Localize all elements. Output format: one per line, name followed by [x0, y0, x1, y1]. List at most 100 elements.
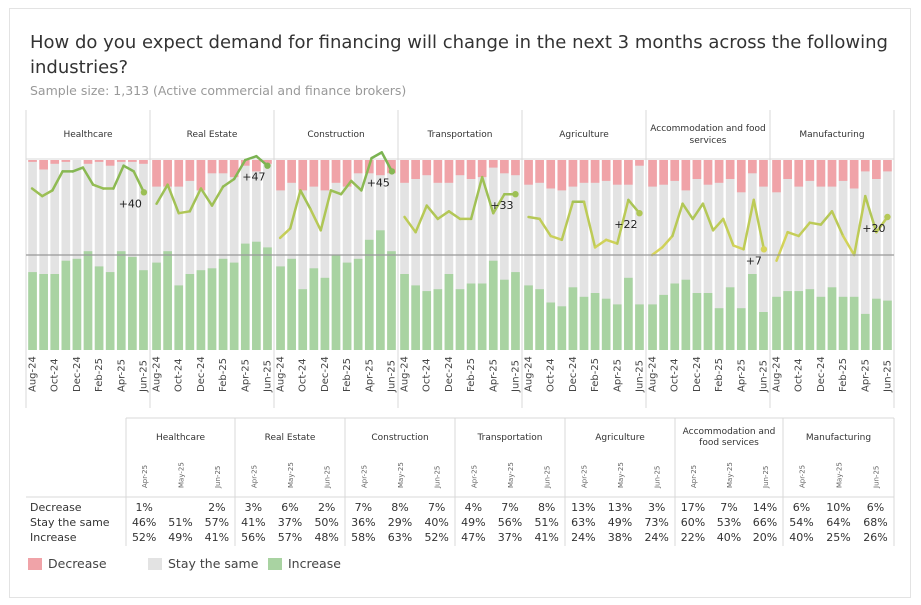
x-tick-label: Jun-25: [634, 360, 645, 393]
net-line-segment-construction: [360, 156, 373, 192]
bar-decrease-real-estate-Feb-25: [218, 160, 228, 174]
net-line-segment-healthcare: [132, 170, 146, 194]
table-month-header: Apr-25: [141, 465, 149, 488]
table-cell-transportation: 51%: [534, 516, 558, 529]
table-cell-construction: 52%: [424, 531, 448, 544]
net-line-segment-manufacturing: [786, 230, 800, 238]
bar-decrease-manufacturing-Dec-24: [816, 160, 826, 187]
net-line-endpoint-agriculture: [636, 210, 643, 217]
x-tick-label: Dec-24: [568, 356, 579, 392]
bar-decrease-healthcare-Nov-24: [61, 160, 71, 162]
table-cell-healthcare: 2%: [208, 501, 225, 514]
net-line-segment-transportation: [492, 192, 506, 215]
panel-title-accommodation-and-food-services: Accommodation and food: [650, 124, 765, 134]
net-line-segment-accommodation-and-food-services: [732, 244, 745, 251]
bar-decrease-healthcare-Mar-25: [105, 160, 115, 166]
bar-increase-healthcare-Jun-25: [139, 270, 148, 350]
table-cell-healthcare: 49%: [168, 531, 192, 544]
bar-decrease-healthcare-Jan-25: [83, 160, 93, 164]
bar-increase-accommodation-and-food-services-Oct-24: [670, 283, 680, 350]
dashboard-frame: [9, 8, 911, 598]
x-tick-label: Apr-25: [612, 359, 623, 392]
table-row-label-decrease: Decrease: [30, 501, 82, 514]
x-tick-label: Apr-25: [240, 359, 251, 392]
net-line-segment-construction: [370, 151, 383, 160]
net-line-segment-transportation: [414, 204, 428, 234]
bar-decrease-real-estate-May-25: [252, 160, 261, 172]
bar-increase-agriculture-Feb-25: [590, 293, 600, 350]
bar-decrease-agriculture-Aug-24: [524, 160, 533, 185]
table-cell-healthcare: 51%: [168, 516, 192, 529]
net-line-segment-healthcare: [91, 183, 105, 190]
table-cell-accommodation-and-food-services: 22%: [681, 531, 705, 544]
table-cell-transportation: 41%: [534, 531, 558, 544]
bar-decrease-real-estate-Dec-24: [196, 160, 206, 191]
bar-increase-healthcare-May-25: [128, 256, 137, 350]
bar-increase-healthcare-Jan-25: [83, 251, 93, 350]
net-line-segment-healthcare: [41, 189, 54, 198]
panel-title-agriculture: Agriculture: [559, 130, 609, 140]
net-line-segment-real-estate: [177, 210, 192, 215]
bar-increase-real-estate-Mar-25: [229, 262, 239, 350]
legend-swatch-decrease: [28, 558, 42, 570]
table-cell-agriculture: 63%: [571, 516, 595, 529]
net-line-segment-agriculture: [527, 215, 541, 221]
x-tick-label: Dec-24: [444, 356, 455, 392]
table-cell-real-estate: 37%: [278, 516, 302, 529]
legend-label-increase: Increase: [288, 556, 341, 571]
bar-increase-construction-Feb-25: [342, 262, 352, 350]
net-line-segment-construction: [350, 179, 363, 192]
bar-increase-accommodation-and-food-services-Dec-24: [692, 293, 702, 350]
bar-increase-agriculture-Aug-24: [524, 285, 533, 350]
table-cell-transportation: 47%: [461, 531, 485, 544]
bar-decrease-manufacturing-May-25: [872, 160, 881, 179]
bar-decrease-agriculture-Feb-25: [590, 160, 600, 183]
table-month-header: Jun-25: [214, 466, 222, 489]
table-cell-real-estate: 2%: [318, 501, 335, 514]
net-line-endpoint-healthcare: [140, 189, 148, 196]
bar-decrease-transportation-Jan-25: [455, 160, 465, 176]
table-cell-accommodation-and-food-services: 14%: [753, 501, 777, 514]
table-cell-healthcare: 46%: [132, 516, 156, 529]
net-line-segment-agriculture: [560, 200, 575, 242]
net-line-segment-real-estate: [221, 177, 236, 188]
bar-increase-healthcare-Mar-25: [105, 272, 115, 350]
table-cell-transportation: 49%: [461, 516, 485, 529]
bar-increase-manufacturing-Dec-24: [816, 296, 826, 350]
net-line-segment-real-estate: [155, 183, 169, 205]
bar-decrease-transportation-May-25: [500, 160, 509, 174]
x-tick-label: Feb-25: [218, 358, 229, 392]
net-line-segment-agriculture: [604, 238, 619, 245]
table-month-header: Jun-25: [324, 466, 332, 489]
x-tick-label: Oct-24: [50, 358, 61, 392]
bar-decrease-manufacturing-Jan-25: [827, 160, 837, 187]
table-cell-real-estate: 41%: [241, 516, 265, 529]
bar-decrease-agriculture-Jan-25: [579, 160, 589, 183]
table-cell-construction: 63%: [388, 531, 412, 544]
bar-increase-real-estate-Jan-25: [207, 268, 217, 350]
table-cell-manufacturing: 54%: [789, 516, 813, 529]
x-tick-label: Jun-25: [262, 360, 273, 393]
table-cell-agriculture: 24%: [644, 531, 668, 544]
x-tick-label: Dec-24: [320, 356, 331, 392]
x-tick-label: Oct-24: [546, 358, 557, 392]
table-cell-manufacturing: 68%: [863, 516, 887, 529]
table-cell-real-estate: 3%: [245, 501, 262, 514]
bar-decrease-real-estate-Mar-25: [229, 160, 239, 178]
bar-increase-construction-Nov-24: [309, 268, 319, 350]
bar-decrease-transportation-Sep-24: [411, 160, 420, 179]
bar-decrease-transportation-Aug-24: [400, 160, 409, 183]
x-tick-label: Dec-24: [816, 356, 827, 392]
net-line-segment-healthcare: [122, 164, 135, 173]
table-industry-header-construction: Construction: [371, 433, 428, 443]
table-month-header: Apr-25: [799, 465, 807, 488]
page-title: How do you expect demand for financing w…: [30, 32, 888, 78]
bar-increase-agriculture-Jun-25: [635, 304, 644, 350]
bar-decrease-manufacturing-Feb-25: [838, 160, 848, 181]
net-line-segment-accommodation-and-food-services: [722, 217, 735, 247]
table-cell-accommodation-and-food-services: 53%: [717, 516, 741, 529]
table-month-header: Apr-25: [250, 465, 258, 488]
x-tick-label: Oct-24: [298, 358, 309, 392]
net-line-segment-manufacturing: [830, 210, 845, 238]
table-cell-agriculture: 24%: [571, 531, 595, 544]
